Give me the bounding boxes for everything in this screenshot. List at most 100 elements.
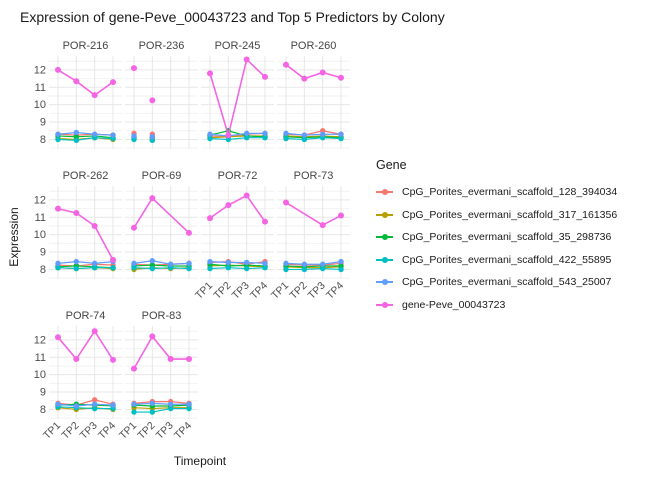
data-point-CpG_Porites_evermani_scaffold_422_55895 xyxy=(73,265,80,272)
y-tick-label: 12 xyxy=(34,194,46,206)
y-tick-label: 10 xyxy=(34,369,46,381)
facet-strip-POR-83: POR-83 xyxy=(142,310,182,322)
data-point-CpG_Porites_evermani_scaffold_422_55895 xyxy=(338,135,344,142)
data-point-gene-Peve_00043723 xyxy=(225,132,232,139)
data-point-CpG_Porites_evermani_scaffold_422_55895 xyxy=(131,409,137,415)
data-point-CpG_Porites_evermani_scaffold_422_55895 xyxy=(91,265,98,271)
x-tick-label: TP3 xyxy=(78,420,100,442)
data-point-gene-Peve_00043723 xyxy=(338,212,344,219)
series-line-CpG_Porites_evermani_scaffold_35_298736 xyxy=(209,263,266,267)
data-point-gene-Peve_00043723 xyxy=(110,356,116,363)
series-line-CpG_Porites_evermani_scaffold_128_394034 xyxy=(133,401,190,404)
y-tick-label: 11 xyxy=(35,212,46,224)
x-tick-label: TP3 xyxy=(306,280,328,302)
y-tick-label: 8 xyxy=(40,404,46,416)
data-point-CpG_Porites_evermani_scaffold_422_55895 xyxy=(167,405,174,412)
data-point-CpG_Porites_evermani_scaffold_543_25007 xyxy=(149,400,156,407)
x-tick-label: TP4 xyxy=(96,420,118,442)
series-line-CpG_Porites_evermani_scaffold_543_25007 xyxy=(133,260,190,265)
series-line-CpG_Porites_evermani_scaffold_35_298736 xyxy=(285,265,341,268)
data-point-CpG_Porites_evermani_scaffold_543_25007 xyxy=(167,401,174,407)
legend-key-icon xyxy=(376,230,393,244)
data-point-gene-Peve_00043723 xyxy=(243,192,250,199)
data-point-gene-Peve_00043723 xyxy=(283,199,289,206)
data-point-CpG_Porites_evermani_scaffold_422_55895 xyxy=(186,265,192,272)
data-point-CpG_Porites_evermani_scaffold_543_25007 xyxy=(186,401,192,407)
x-tick-label: TP4 xyxy=(172,420,194,442)
data-point-CpG_Porites_evermani_scaffold_543_25007 xyxy=(131,260,137,267)
facet-strip-POR-260: POR-260 xyxy=(291,40,337,52)
series-line-CpG_Porites_evermani_scaffold_317_161356 xyxy=(133,407,189,410)
data-point-CpG_Porites_evermani_scaffold_543_25007 xyxy=(91,260,98,267)
facet-strip-POR-236: POR-236 xyxy=(139,40,185,52)
series-line-CpG_Porites_evermani_scaffold_422_55895 xyxy=(285,137,342,141)
legend-item: CpG_Porites_evermani_scaffold_128_394034 xyxy=(376,181,617,204)
data-point-CpG_Porites_evermani_scaffold_422_55895 xyxy=(55,265,61,271)
data-point-gene-Peve_00043723 xyxy=(262,73,268,80)
legend-key-icon xyxy=(376,275,393,289)
data-point-CpG_Porites_evermani_scaffold_543_25007 xyxy=(186,260,192,267)
data-point-CpG_Porites_evermani_scaffold_543_25007 xyxy=(262,260,268,267)
legend-key-icon xyxy=(376,253,393,267)
series-line-gene-Peve_00043723 xyxy=(57,329,114,361)
data-point-gene-Peve_00043723 xyxy=(73,78,80,85)
legend-key-icon xyxy=(376,208,393,222)
data-point-CpG_Porites_evermani_scaffold_422_55895 xyxy=(55,136,61,143)
data-point-gene-Peve_00043723 xyxy=(283,61,289,68)
data-point-CpG_Porites_evermani_scaffold_543_25007 xyxy=(301,261,308,267)
series-line-gene-Peve_00043723 xyxy=(57,69,114,97)
x-tick-label: TP4 xyxy=(324,280,346,302)
series-line-CpG_Porites_evermani_scaffold_422_55895 xyxy=(286,267,342,271)
data-point-CpG_Porites_evermani_scaffold_422_55895 xyxy=(110,265,116,271)
y-tick-label: 9 xyxy=(40,117,46,129)
data-point-gene-Peve_00043723 xyxy=(55,66,61,73)
data-point-CpG_Porites_evermani_scaffold_543_25007 xyxy=(55,260,61,267)
series-line-gene-Peve_00043723 xyxy=(57,207,114,261)
data-point-CpG_Porites_evermani_scaffold_543_25007 xyxy=(73,258,80,265)
facet-strip-POR-72: POR-72 xyxy=(218,170,258,182)
series-line-CpG_Porites_evermani_scaffold_422_55895 xyxy=(209,267,266,270)
legend-item: gene-Peve_00043723 xyxy=(376,294,617,317)
data-point-CpG_Porites_evermani_scaffold_543_25007 xyxy=(73,129,80,136)
data-point-CpG_Porites_evermani_scaffold_422_55895 xyxy=(91,405,98,412)
x-tick-label: TP4 xyxy=(248,280,270,302)
data-point-CpG_Porites_evermani_scaffold_543_25007 xyxy=(319,261,326,267)
data-point-gene-Peve_00043723 xyxy=(91,328,98,335)
facet-strip-POR-245: POR-245 xyxy=(215,40,261,52)
data-point-CpG_Porites_evermani_scaffold_422_55895 xyxy=(262,265,268,271)
data-point-gene-Peve_00043723 xyxy=(110,256,116,263)
series-line-CpG_Porites_evermani_scaffold_422_55895 xyxy=(57,267,113,270)
data-point-CpG_Porites_evermani_scaffold_422_55895 xyxy=(243,135,250,141)
legend-key-icon xyxy=(376,298,393,312)
data-point-CpG_Porites_evermani_scaffold_422_55895 xyxy=(131,265,137,271)
data-point-CpG_Porites_evermani_scaffold_543_25007 xyxy=(110,402,116,408)
series-line-CpG_Porites_evermani_scaffold_543_25007 xyxy=(57,403,114,407)
series-line-gene-Peve_00043723 xyxy=(133,335,189,369)
data-point-gene-Peve_00043723 xyxy=(207,70,213,77)
data-point-gene-Peve_00043723 xyxy=(131,365,137,372)
series-line-CpG_Porites_evermani_scaffold_543_25007 xyxy=(57,131,114,136)
data-point-CpG_Porites_evermani_scaffold_422_55895 xyxy=(262,135,268,141)
data-point-CpG_Porites_evermani_scaffold_422_55895 xyxy=(149,409,156,415)
data-point-gene-Peve_00043723 xyxy=(131,224,137,231)
data-point-CpG_Porites_evermani_scaffold_422_55895 xyxy=(149,265,156,272)
series-line-CpG_Porites_evermani_scaffold_543_25007 xyxy=(57,261,114,264)
data-point-gene-Peve_00043723 xyxy=(55,205,61,212)
series-line-CpG_Porites_evermani_scaffold_317_161356 xyxy=(285,135,342,138)
legend-item: CpG_Porites_evermani_scaffold_317_161356 xyxy=(376,204,617,227)
facet-strip-POR-74: POR-74 xyxy=(66,310,106,322)
data-point-gene-Peve_00043723 xyxy=(225,202,232,209)
series-line-gene-Peve_00043723 xyxy=(209,57,266,139)
data-point-gene-Peve_00043723 xyxy=(73,356,80,363)
series-line-CpG_Porites_evermani_scaffold_128_394034 xyxy=(285,262,342,266)
data-point-gene-Peve_00043723 xyxy=(338,74,344,81)
chart-title: Expression of gene-Peve_00043723 and Top… xyxy=(20,9,445,25)
data-point-gene-Peve_00043723 xyxy=(110,79,116,86)
data-point-CpG_Porites_evermani_scaffold_422_55895 xyxy=(73,137,80,144)
data-point-CpG_Porites_evermani_scaffold_543_25007 xyxy=(55,131,61,137)
data-point-gene-Peve_00043723 xyxy=(243,56,250,63)
data-point-gene-Peve_00043723 xyxy=(262,218,268,225)
y-tick-label: 11 xyxy=(35,82,46,94)
